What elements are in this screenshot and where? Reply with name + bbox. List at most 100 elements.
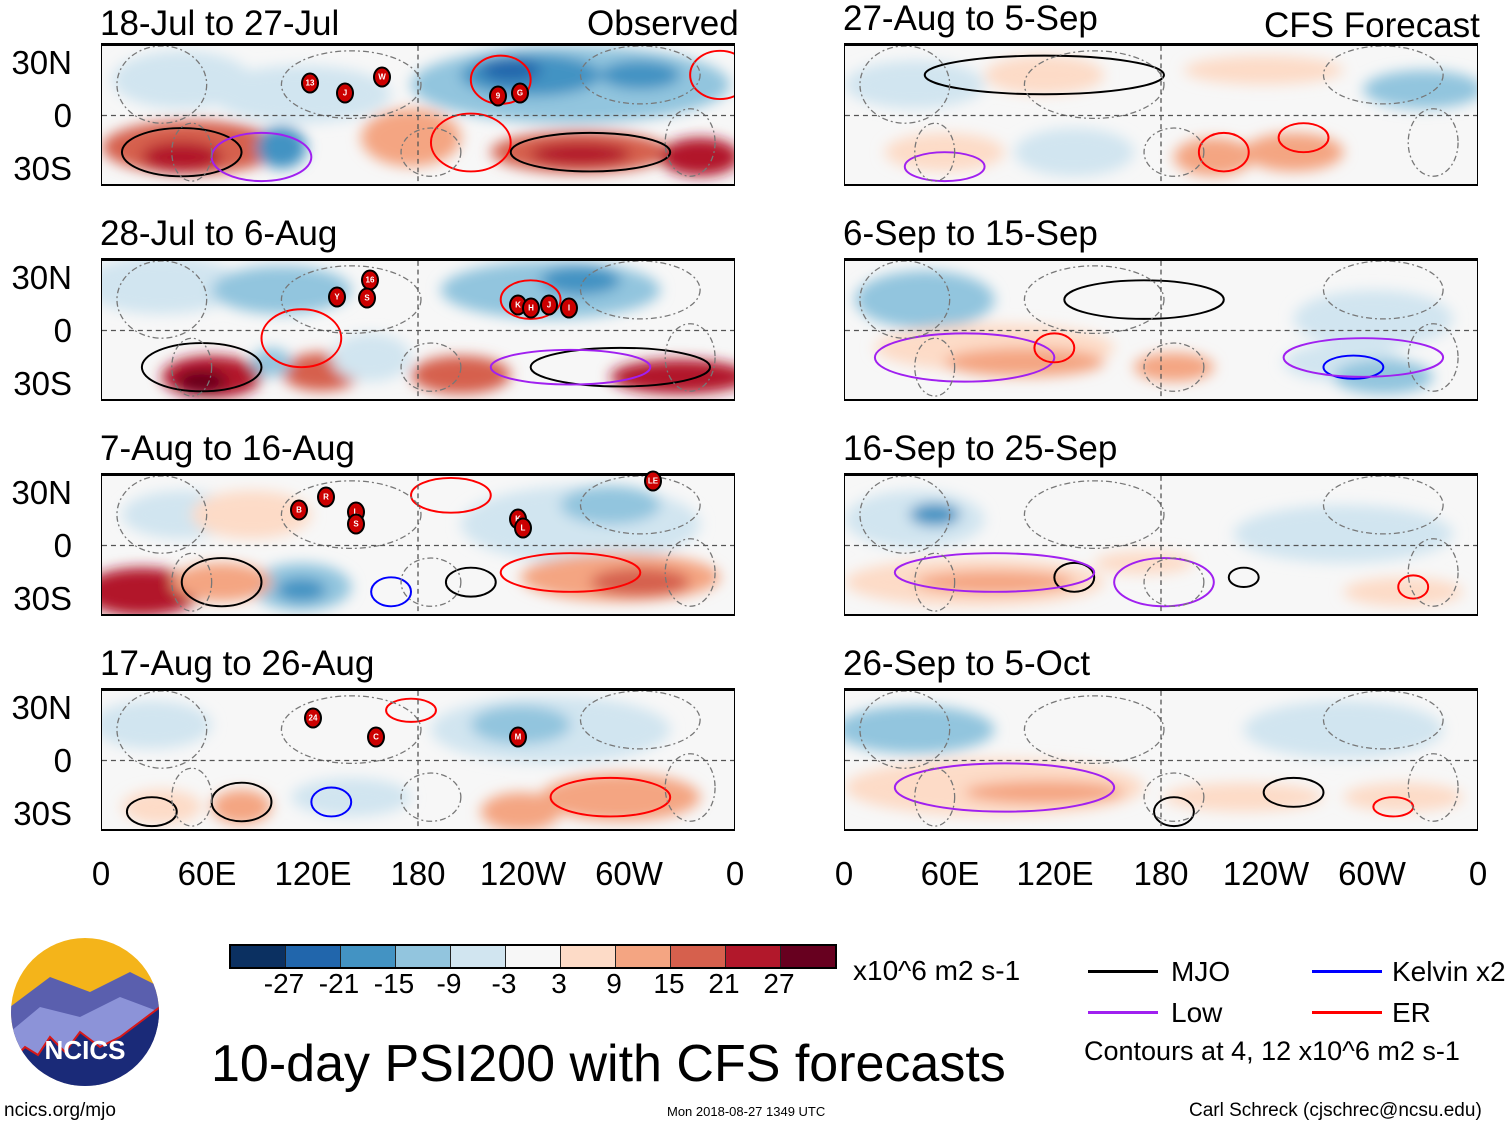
- wave-contour: [499, 279, 562, 320]
- tropical-cyclone-icon: J: [540, 294, 558, 316]
- coastline: [280, 480, 422, 550]
- anomaly-region: [121, 789, 202, 825]
- anomaly-region: [411, 355, 511, 395]
- colorbar-tick: 9: [606, 968, 622, 999]
- coastline: [1023, 695, 1165, 765]
- anomaly-region: [660, 137, 734, 177]
- coastline: [859, 261, 951, 339]
- coastline: [664, 323, 716, 392]
- map-panel: [844, 473, 1478, 616]
- coastline: [1322, 691, 1444, 750]
- x-tick-label: 120E: [1016, 855, 1094, 892]
- colorbar-swatch: [671, 946, 726, 967]
- legend-label: MJO: [1171, 956, 1231, 987]
- wave-contour: [1277, 122, 1330, 154]
- coastline: [171, 767, 213, 827]
- source-url[interactable]: ncics.org/mjo: [4, 1100, 116, 1121]
- panel-title: 18-Jul to 27-Jul: [100, 4, 340, 43]
- anomaly-region: [845, 705, 995, 754]
- forecast-label: CFS Forecast: [1264, 6, 1480, 45]
- map-panel: [844, 688, 1478, 831]
- colorbar-tick: 15: [653, 968, 685, 999]
- anomaly-region: [480, 58, 541, 82]
- legend-line-low: [1088, 1011, 1158, 1014]
- panel-title: 26-Sep to 5-Oct: [843, 644, 1091, 683]
- anomaly-region: [1363, 70, 1477, 109]
- colorbar-tick: -9: [436, 968, 462, 999]
- anomaly-region: [1293, 289, 1454, 348]
- anomaly-region: [480, 792, 561, 829]
- coastline: [579, 46, 701, 105]
- panel-title: 28-Jul to 6-Aug: [100, 214, 338, 253]
- anomaly-region: [1343, 577, 1464, 607]
- anomaly-region: [171, 562, 272, 602]
- coastline: [1322, 46, 1444, 105]
- tropical-cyclone-icon: S: [347, 513, 365, 535]
- anomaly-region: [1134, 352, 1214, 382]
- coastline: [116, 476, 208, 554]
- coastline: [1023, 480, 1165, 550]
- coastline: [1143, 127, 1205, 177]
- anomaly-region: [944, 347, 1105, 377]
- anomaly-region: [560, 485, 661, 525]
- wave-contour: [903, 151, 986, 183]
- wave-contour: [689, 49, 734, 101]
- wave-contour: [1153, 796, 1195, 828]
- colorbar-swatch: [396, 946, 451, 967]
- anomaly-region: [984, 55, 1105, 95]
- coastline: [116, 261, 208, 339]
- x-tick-label: 0: [1468, 855, 1488, 892]
- x-tick-label: 60E: [177, 855, 237, 892]
- coastline: [664, 108, 716, 177]
- coastline: [859, 691, 951, 769]
- y-tick-label: 0: [53, 527, 72, 564]
- psi200-map: [102, 691, 734, 829]
- x-tick-label: 120W: [479, 855, 567, 892]
- timestamp: Mon 2018-08-27 1349 UTC: [667, 1104, 826, 1119]
- psi200-map: [845, 476, 1477, 614]
- colorbar-swatch: [506, 946, 561, 967]
- coastline: [280, 695, 422, 765]
- anomaly-region: [530, 142, 631, 166]
- anomaly-region: [914, 570, 1075, 594]
- author-credit: Carl Schreck (cjschrec@ncsu.edu): [1189, 1100, 1482, 1121]
- colorbar: [229, 944, 837, 969]
- coastline: [1023, 265, 1165, 335]
- anomaly-region: [610, 359, 734, 395]
- coastline: [400, 557, 462, 607]
- tropical-cyclone-icon: Y: [328, 286, 346, 308]
- anomaly-region: [251, 347, 292, 377]
- panel-title: 16-Sep to 25-Sep: [843, 429, 1118, 468]
- y-tick-label: 0: [53, 742, 72, 779]
- anomaly-region: [331, 333, 412, 382]
- coastline: [579, 691, 701, 750]
- colorbar-tick: -15: [373, 968, 415, 999]
- coastline: [859, 46, 951, 124]
- coastline: [1322, 261, 1444, 320]
- anomaly-region: [256, 126, 307, 169]
- coastline: [171, 122, 213, 182]
- coastline: [116, 691, 208, 769]
- coastline: [859, 476, 951, 554]
- tropical-cyclone-icon: R: [317, 486, 335, 508]
- coastline: [1023, 50, 1165, 120]
- y-tick-label: 30N: [11, 474, 72, 511]
- coastline: [1143, 557, 1205, 607]
- map-panel: [101, 473, 735, 616]
- y-tick-label: 30N: [11, 44, 72, 81]
- anomaly-region: [1233, 504, 1454, 563]
- anomaly-region: [1243, 700, 1444, 759]
- x-tick-label: 60E: [920, 855, 980, 892]
- coastline: [579, 261, 701, 320]
- map-panel: [101, 43, 735, 186]
- wave-contour: [310, 786, 353, 818]
- tropical-cyclone-icon: M: [509, 726, 527, 748]
- colorbar-swatch: [616, 946, 671, 967]
- contour-note: Contours at 4, 12 x10^6 m2 s-1: [1084, 1036, 1460, 1066]
- tropical-cyclone-icon: H: [522, 297, 540, 319]
- anomaly-region: [964, 780, 1125, 804]
- y-tick-label: 30S: [13, 365, 72, 402]
- x-tick-label: 60W: [1338, 855, 1406, 892]
- wave-contour: [429, 112, 512, 173]
